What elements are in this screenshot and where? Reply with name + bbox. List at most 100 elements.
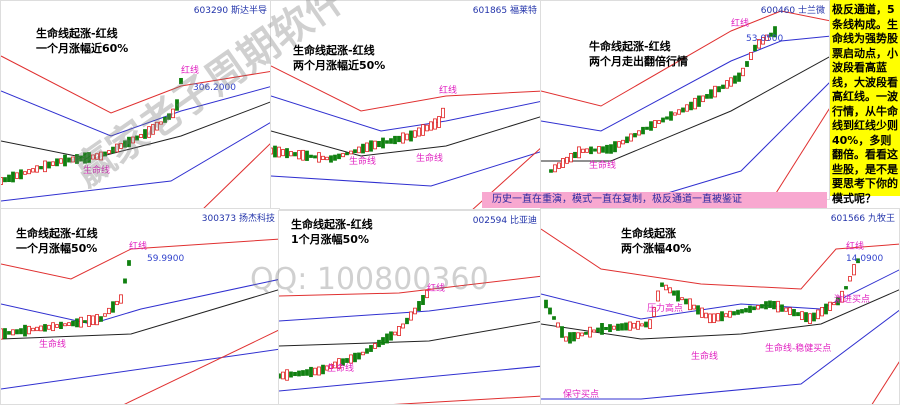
- upper-blue-band: [271, 95, 541, 132]
- candlestick: [425, 124, 429, 132]
- upper-red-band: [279, 275, 541, 297]
- lower-blue-band: [541, 309, 899, 400]
- candlestick: [728, 310, 732, 318]
- candlestick: [564, 336, 568, 342]
- candlestick: [832, 302, 836, 306]
- candlestick: [341, 358, 345, 366]
- candlestick: [732, 311, 736, 316]
- candlestick: [712, 313, 716, 324]
- candlestick: [279, 373, 281, 379]
- candlestick: [600, 323, 604, 335]
- candlestick: [769, 32, 773, 37]
- candlestick: [381, 137, 385, 149]
- candlestick: [629, 133, 633, 142]
- candlestick: [640, 323, 644, 327]
- candlestick: [676, 290, 680, 302]
- candlestick: [560, 326, 564, 338]
- candlestick: [572, 332, 576, 342]
- red-line-label: 红线: [129, 242, 148, 252]
- candlestick: [1, 328, 3, 340]
- red-line-label: 红线: [439, 86, 458, 96]
- candlestick: [840, 290, 844, 303]
- candlestick: [293, 152, 297, 157]
- candlestick: [757, 39, 761, 49]
- candlestick: [548, 307, 552, 315]
- candlestick: [812, 312, 816, 322]
- candlestick: [79, 316, 83, 328]
- candlestick: [277, 146, 281, 158]
- candlestick: [31, 168, 35, 173]
- candlestick: [713, 85, 717, 98]
- steady-buy-label: 生命线-稳健买点: [765, 344, 832, 354]
- candlestick: [19, 169, 23, 180]
- lower-red-band: [771, 108, 829, 199]
- candlestick: [103, 313, 107, 317]
- candlestick: [23, 324, 27, 337]
- candlestick: [588, 326, 592, 338]
- candlestick: [163, 116, 167, 123]
- candlestick: [693, 97, 697, 110]
- candlestick: [123, 140, 127, 148]
- candlestick: [345, 358, 349, 363]
- candlestick: [721, 84, 725, 89]
- candlestick: [612, 325, 616, 330]
- candlestick: [3, 177, 7, 183]
- candlestick: [55, 158, 59, 167]
- candlestick: [669, 111, 673, 121]
- candlestick: [273, 145, 277, 158]
- lower-red-band: [202, 142, 271, 209]
- candlestick: [47, 161, 51, 169]
- candlestick: [625, 136, 629, 144]
- candlestick: [115, 300, 119, 306]
- candlestick: [171, 108, 175, 119]
- candlestick: [31, 327, 35, 332]
- candlestick: [99, 151, 103, 161]
- upper-red-band: [541, 228, 899, 290]
- candlestick: [397, 326, 401, 336]
- candlestick: [135, 135, 139, 141]
- candlestick: [616, 323, 620, 331]
- candlestick: [717, 86, 721, 93]
- candlestick: [684, 298, 688, 305]
- candlestick: [656, 290, 660, 302]
- candlestick: [673, 112, 677, 116]
- candlestick: [325, 365, 329, 371]
- candlestick: [768, 300, 772, 308]
- chart-panel-601566: 601566 九牧王 生命线起涨 两个涨幅40% 红线 14.0900 压力高点 …: [540, 208, 900, 405]
- candlestick: [652, 307, 656, 317]
- candlestick: [409, 311, 413, 321]
- candlestick: [51, 161, 55, 166]
- candlestick: [621, 139, 625, 145]
- red-line-label: 红线: [427, 284, 446, 294]
- candlestick: [792, 309, 796, 317]
- candlestick: [313, 367, 317, 376]
- aggressive-buy-label: 激进买点: [834, 295, 871, 305]
- candlestick: [668, 287, 672, 294]
- candlestick: [692, 304, 696, 310]
- life-line-label: 生命线: [691, 352, 719, 362]
- candlestick: [43, 324, 47, 332]
- candlestick: [361, 143, 365, 154]
- candlestick: [7, 331, 11, 335]
- candlestick: [393, 135, 397, 145]
- candlestick: [349, 150, 353, 155]
- candlestick: [661, 117, 665, 123]
- candlestick: [433, 118, 437, 130]
- candlestick: [155, 121, 159, 131]
- candlestick: [660, 282, 664, 287]
- candlestick: [309, 154, 313, 158]
- chart-panel-002594: 002594 比亚迪 生命线起涨-红线 1个月涨幅50% 红线 生命线: [278, 210, 542, 405]
- life-line: [541, 56, 829, 162]
- upper-blue-band: [1, 86, 271, 137]
- candlestick: [824, 303, 828, 315]
- candlestick: [103, 151, 107, 157]
- candlestick: [581, 148, 585, 153]
- candlestick: [333, 361, 337, 369]
- price-label: 59.9900: [147, 254, 185, 264]
- candlestick: [764, 301, 768, 310]
- candlestick: [828, 301, 832, 311]
- life-line-label: 生命线: [349, 157, 377, 167]
- candlestick: [733, 75, 737, 84]
- chart-canvas: [1, 55, 271, 209]
- lower-blue-band: [271, 151, 541, 187]
